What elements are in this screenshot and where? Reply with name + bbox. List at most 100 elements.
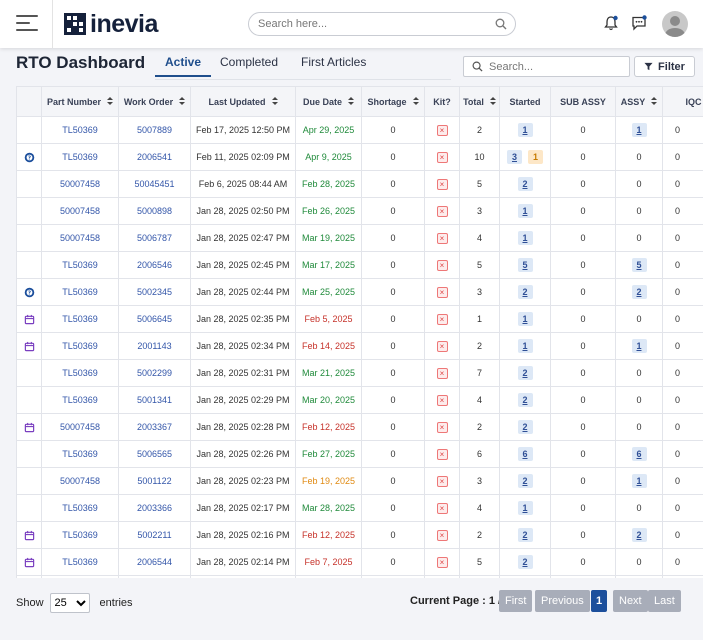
work-order-cell[interactable]: 2003367 bbox=[118, 413, 191, 441]
table-search[interactable] bbox=[463, 56, 630, 77]
part-number-cell[interactable]: TL50369 bbox=[41, 116, 119, 144]
part-number-cell[interactable]: 50007458 bbox=[41, 197, 119, 225]
kit-status-icon[interactable] bbox=[436, 556, 448, 568]
kit-status-icon[interactable] bbox=[436, 448, 448, 460]
kit-status-icon[interactable] bbox=[436, 151, 448, 163]
work-order-link[interactable]: 2006541 bbox=[136, 152, 173, 162]
part-number-cell[interactable]: TL50369 bbox=[41, 251, 119, 279]
part-number-cell[interactable]: 50007458 bbox=[41, 413, 119, 441]
work-order-cell[interactable]: 2006541 bbox=[118, 143, 191, 171]
started-badge[interactable]: 1 bbox=[517, 501, 533, 515]
previous-page-button[interactable]: Previous bbox=[535, 590, 590, 612]
work-order-link[interactable]: 5002345 bbox=[136, 287, 173, 297]
kit-status-icon[interactable] bbox=[436, 313, 448, 325]
assy-badge[interactable]: 2 bbox=[631, 528, 647, 542]
work-order-link[interactable]: 2001143 bbox=[137, 341, 172, 351]
part-number-cell[interactable]: TL50369 bbox=[41, 359, 119, 387]
work-order-cell[interactable]: 5006565 bbox=[118, 440, 191, 468]
work-order-link[interactable]: 5006565 bbox=[136, 449, 173, 459]
sort-icon[interactable] bbox=[489, 96, 496, 106]
part-number-link[interactable]: TL50369 bbox=[62, 260, 98, 270]
part-number-link[interactable]: TL50369 bbox=[62, 125, 98, 135]
calendar-icon[interactable] bbox=[24, 341, 35, 352]
sort-icon[interactable] bbox=[179, 96, 186, 106]
work-order-cell[interactable]: 5001122 bbox=[118, 467, 191, 495]
work-order-link[interactable]: 5006787 bbox=[136, 233, 173, 243]
part-number-cell[interactable]: TL50369 bbox=[41, 278, 119, 306]
sort-icon[interactable] bbox=[651, 96, 658, 106]
chat-icon[interactable] bbox=[631, 15, 647, 31]
started-badge[interactable]: 3 bbox=[507, 150, 522, 164]
tab-first-articles[interactable]: First Articles bbox=[301, 55, 367, 69]
started-badge[interactable]: 2 bbox=[517, 177, 533, 191]
work-order-link[interactable]: 5001122 bbox=[137, 476, 172, 486]
part-number-cell[interactable]: TL50369 bbox=[41, 332, 119, 360]
table-row[interactable]: 50007458 2003367 Jan 28, 2025 02:28 PM Feb … bbox=[16, 413, 703, 441]
global-search[interactable] bbox=[248, 12, 516, 36]
table-row[interactable]: 50007458 5000898 Jan 28, 2025 02:50 PM Feb … bbox=[16, 197, 703, 225]
current-page-button[interactable]: 1 bbox=[591, 590, 607, 612]
next-page-button[interactable]: Next bbox=[613, 590, 648, 612]
table-row[interactable]: 50007458 5006787 Jan 28, 2025 02:47 PM Mar … bbox=[16, 224, 703, 252]
kit-status-icon[interactable] bbox=[436, 205, 448, 217]
table-row[interactable]: TL50369 5001341 Jan 28, 2025 02:29 PM Mar 2… bbox=[16, 386, 703, 414]
last-page-button[interactable]: Last bbox=[648, 590, 681, 612]
started-badge[interactable]: 1 bbox=[528, 150, 543, 164]
kit-status-icon[interactable] bbox=[436, 340, 448, 352]
part-number-cell[interactable]: 50007458 bbox=[41, 224, 119, 252]
work-order-cell[interactable]: 5002299 bbox=[118, 359, 191, 387]
table-row[interactable]: TL50369 5007889 Feb 17, 2025 12:50 PM Apr 2… bbox=[16, 116, 703, 144]
kit-status-icon[interactable] bbox=[436, 475, 448, 487]
table-row[interactable]: TL50369 5002211 Jan 28, 2025 02:16 PM Feb 1… bbox=[16, 521, 703, 549]
part-number-link[interactable]: TL50369 bbox=[62, 314, 98, 324]
part-number-cell[interactable]: TL50369 bbox=[41, 386, 119, 414]
col-part-number[interactable]: Part Number bbox=[41, 86, 119, 117]
table-row[interactable]: TL50369 2006544 Jan 28, 2025 02:14 PM Feb 7… bbox=[16, 548, 703, 576]
table-row[interactable]: ? TL50369 2006541 Feb 11, 2025 02:09 PM Apr … bbox=[16, 143, 703, 171]
kit-status-icon[interactable] bbox=[436, 529, 448, 541]
started-badge[interactable]: 2 bbox=[517, 474, 533, 488]
started-badge[interactable]: 5 bbox=[517, 258, 533, 272]
started-badge[interactable]: 1 bbox=[517, 339, 533, 353]
work-order-link[interactable]: 50045451 bbox=[134, 179, 175, 189]
assy-badge[interactable]: 1 bbox=[631, 339, 647, 353]
kit-status-icon[interactable] bbox=[436, 421, 448, 433]
part-number-cell[interactable]: TL50369 bbox=[41, 305, 119, 333]
started-badge[interactable]: 2 bbox=[517, 366, 533, 380]
kit-status-icon[interactable] bbox=[436, 367, 448, 379]
search-icon[interactable] bbox=[495, 18, 507, 30]
table-row[interactable]: 50007458 50045451 Feb 6, 2025 08:44 AM Feb … bbox=[16, 170, 703, 198]
work-order-link[interactable]: 5000898 bbox=[136, 206, 173, 216]
part-number-cell[interactable]: TL50369 bbox=[41, 440, 119, 468]
part-number-cell[interactable]: TL50369 bbox=[41, 521, 119, 549]
work-order-cell[interactable]: 2003366 bbox=[118, 494, 191, 522]
table-row[interactable]: TL50369 5006565 Jan 28, 2025 02:26 PM Feb 2… bbox=[16, 440, 703, 468]
part-number-link[interactable]: TL50369 bbox=[62, 287, 98, 297]
started-badge[interactable]: 2 bbox=[517, 420, 533, 434]
page-size-select[interactable]: 25 bbox=[49, 593, 90, 613]
kit-status-icon[interactable] bbox=[436, 502, 448, 514]
col-assy[interactable]: ASSY bbox=[615, 86, 663, 117]
work-order-link[interactable]: 5002211 bbox=[137, 530, 172, 540]
table-row[interactable]: TL50369 2006546 Jan 28, 2025 02:45 PM Mar 1… bbox=[16, 251, 703, 279]
filter-button[interactable]: Filter bbox=[634, 56, 695, 77]
part-number-cell[interactable]: TL50369 bbox=[41, 494, 119, 522]
table-row[interactable]: ? TL50369 5002345 Jan 28, 2025 02:44 PM Mar … bbox=[16, 278, 703, 306]
started-badge[interactable]: 1 bbox=[517, 123, 533, 137]
table-row[interactable]: TL50369 5006645 Jan 28, 2025 02:35 PM Feb 5… bbox=[16, 305, 703, 333]
part-number-link[interactable]: TL50369 bbox=[62, 395, 98, 405]
work-order-link[interactable]: 5001341 bbox=[136, 395, 173, 405]
work-order-cell[interactable] bbox=[118, 575, 191, 578]
work-order-link[interactable]: 5007889 bbox=[136, 125, 173, 135]
started-badge[interactable]: 1 bbox=[517, 231, 533, 245]
help-circle-icon[interactable]: ? bbox=[24, 287, 35, 298]
started-badge[interactable]: 2 bbox=[517, 555, 533, 569]
calendar-icon[interactable] bbox=[24, 530, 35, 541]
kit-status-icon[interactable] bbox=[436, 286, 448, 298]
part-number-cell[interactable]: TL50369 bbox=[41, 548, 119, 576]
started-badge[interactable]: 1 bbox=[517, 312, 533, 326]
work-order-cell[interactable]: 5000898 bbox=[118, 197, 191, 225]
global-search-input[interactable] bbox=[258, 16, 488, 32]
work-order-cell[interactable]: 2006546 bbox=[118, 251, 191, 279]
bell-icon[interactable] bbox=[603, 15, 619, 31]
